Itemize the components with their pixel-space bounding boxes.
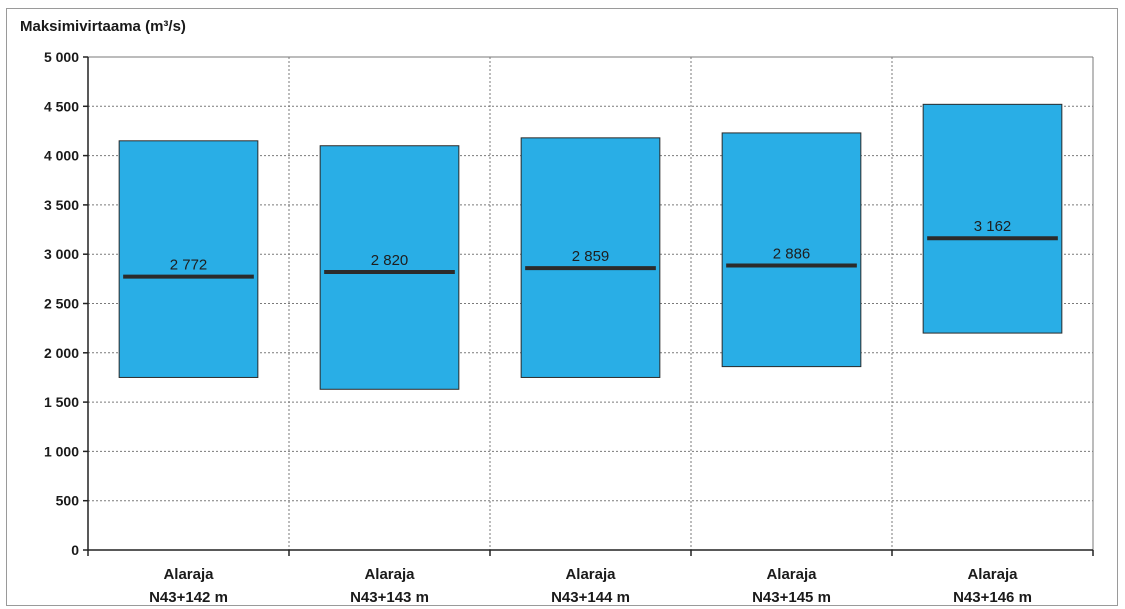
- y-tick-label: 1 500: [44, 394, 79, 410]
- y-axis-title-text: Maksimivirtaama (m³/s): [20, 18, 186, 35]
- data-label: 2 886: [773, 245, 811, 262]
- y-tick-label: 4 500: [44, 98, 79, 114]
- y-tick-label: 2 000: [44, 345, 79, 361]
- data-label: 2 772: [170, 257, 208, 274]
- data-label: 2 859: [572, 248, 610, 265]
- range-box: [319, 145, 460, 390]
- x-category-label-line1: Alaraja: [364, 566, 415, 583]
- range-box: [721, 132, 862, 368]
- data-label: 3 162: [974, 218, 1012, 235]
- x-category-label-line2: N43+144 m: [551, 589, 630, 606]
- y-tick-label: 4 000: [44, 148, 79, 164]
- y-tick-label: 0: [71, 542, 79, 558]
- x-category-label-line2: N43+142 m: [149, 589, 228, 606]
- x-category-label-line2: N43+145 m: [752, 589, 831, 606]
- x-category-label-line1: Alaraja: [967, 566, 1018, 583]
- x-category-label-line1: Alaraja: [766, 566, 817, 583]
- x-category-label-line1: Alaraja: [565, 566, 616, 583]
- data-label: 2 820: [371, 252, 409, 269]
- x-category-label-line2: N43+143 m: [350, 589, 429, 606]
- x-category-label-line2: N43+146 m: [953, 589, 1032, 606]
- y-tick-label: 5 000: [44, 49, 79, 65]
- y-tick-label: 500: [56, 493, 80, 509]
- y-axis-title: Maksimivirtaama (m³/s): [20, 18, 186, 35]
- y-tick-label: 3 000: [44, 246, 79, 262]
- range-box: [118, 140, 259, 378]
- range-box: [520, 137, 661, 378]
- y-tick-label: 1 000: [44, 443, 79, 459]
- chart-frame: [6, 8, 1118, 606]
- y-tick-label: 3 500: [44, 197, 79, 213]
- x-category-label-line1: Alaraja: [163, 566, 214, 583]
- range-box: [922, 103, 1063, 334]
- y-tick-label: 2 500: [44, 296, 79, 312]
